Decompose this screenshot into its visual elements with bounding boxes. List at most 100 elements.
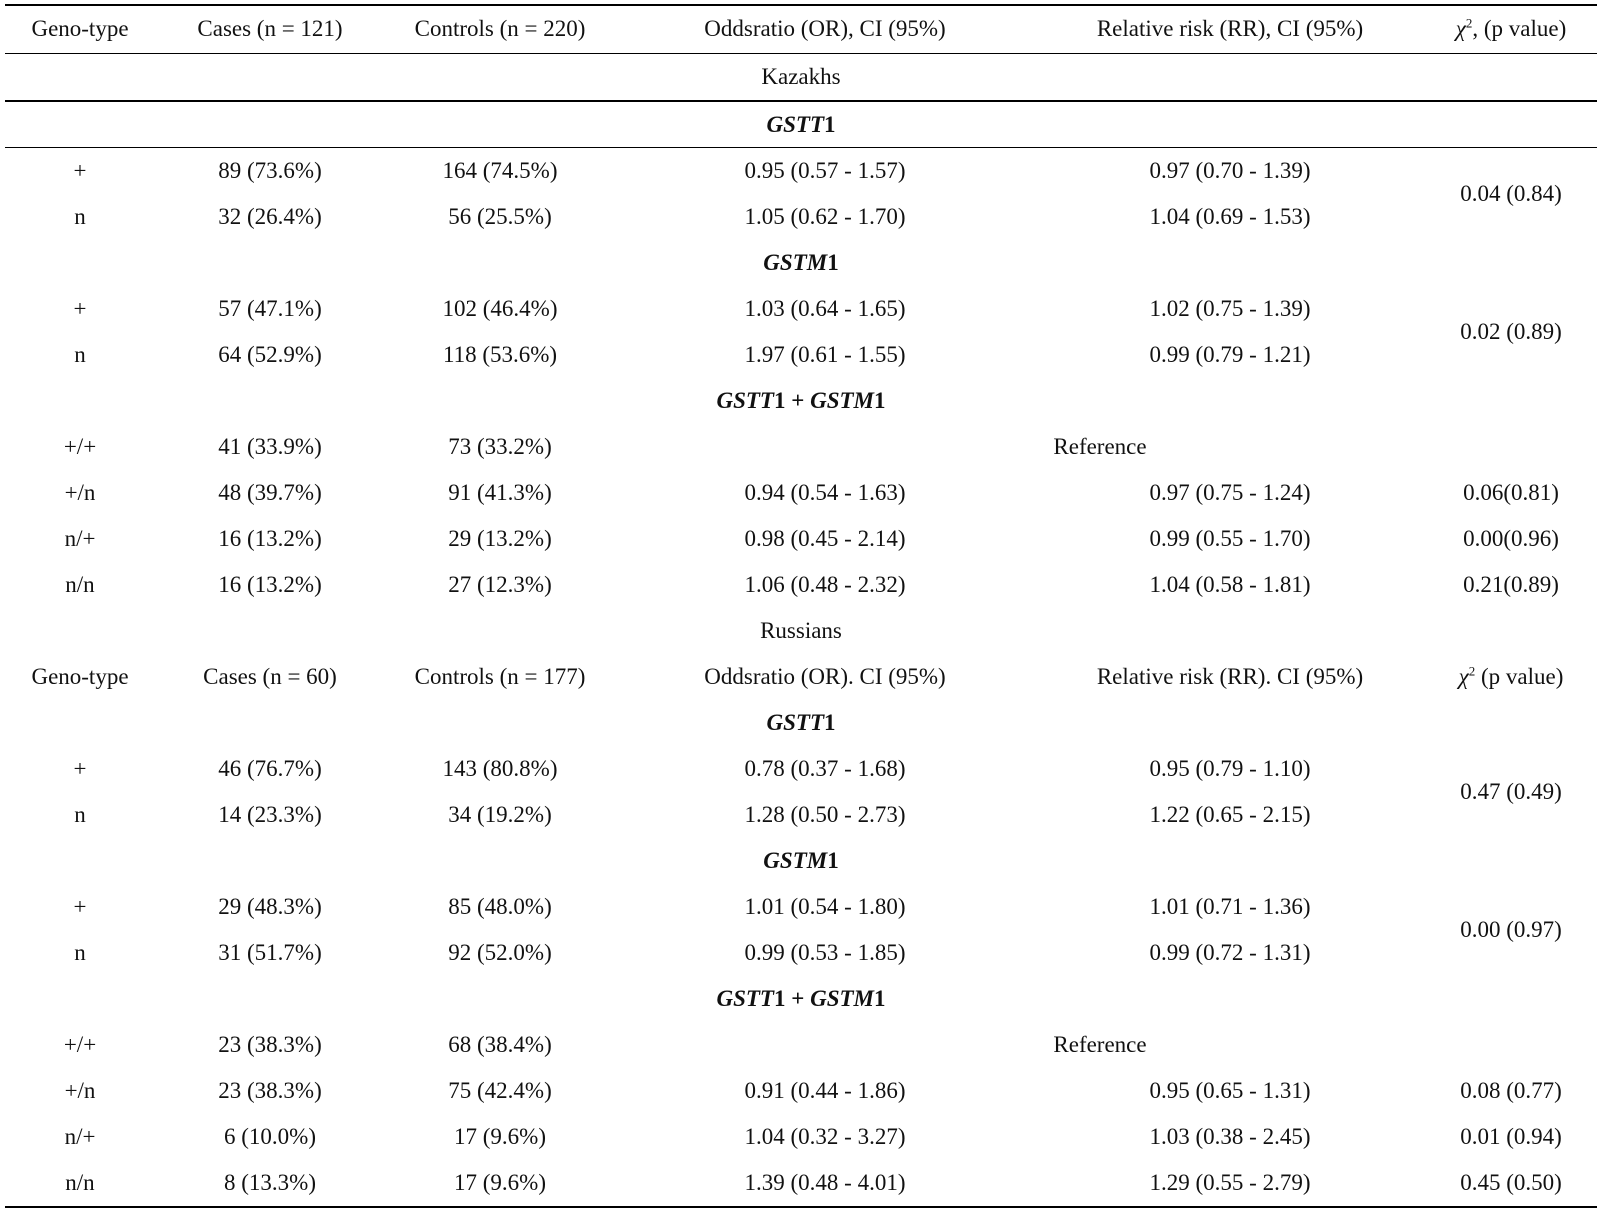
controls-cell: 143 (80.8%) [442,756,558,781]
genotype-cell: n [74,342,86,367]
genotype-cell: +/n [64,1078,96,1103]
cases-cell: 29 (48.3%) [218,894,322,919]
or-cell: 0.99 (0.53 - 1.85) [744,940,906,965]
population-row-russians: Russians [5,608,1597,654]
rr-cell: 0.97 (0.75 - 1.24) [1149,480,1311,505]
rr-cell: 0.95 (0.79 - 1.10) [1149,756,1311,781]
table-row: n 64 (52.9%) 118 (53.6%) 1.97 (0.61 - 1.… [5,332,1597,378]
col-controls-header: Controls (n = 220) [414,16,586,41]
col-genotype-header: Geno-type [31,664,129,689]
gene-title-gstt1: GSTT1 [766,710,836,735]
gene-section-title: GSTT1 [5,102,1597,148]
or-cell: 1.39 (0.48 - 4.01) [744,1170,906,1195]
gene-title-combo: GSTT1 + GSTM1 [716,388,886,413]
controls-cell: 91 (41.3%) [448,480,552,505]
controls-cell: 56 (25.5%) [448,204,552,229]
gene-section-title: GSTT1 + GSTM1 [5,976,1597,1022]
rr-cell: 1.04 (0.69 - 1.53) [1149,204,1311,229]
chi-header-rest: (p value) [1475,664,1564,689]
col-or-header: Oddsratio (OR). CI (95%) [704,664,946,689]
table-row: n 14 (23.3%) 34 (19.2%) 1.28 (0.50 - 2.7… [5,792,1597,838]
col-cases-header: Cases (n = 121) [197,16,343,41]
reference-label: Reference [1053,434,1147,459]
or-cell: 1.01 (0.54 - 1.80) [744,894,906,919]
genotype-cell: n [74,802,86,827]
genotype-cell: + [73,158,87,183]
reference-label: Reference [1053,1032,1147,1057]
controls-cell: 102 (46.4%) [442,296,558,321]
genotype-cell: n/+ [64,526,96,551]
controls-cell: 118 (53.6%) [442,342,558,367]
table-row: +/+ 41 (33.9%) 73 (33.2%) Reference [5,424,1597,470]
controls-cell: 73 (33.2%) [448,434,552,459]
rr-cell: 1.03 (0.38 - 2.45) [1149,1124,1311,1149]
controls-cell: 34 (19.2%) [448,802,552,827]
table-row: +/+ 23 (38.3%) 68 (38.4%) Reference [5,1022,1597,1068]
controls-cell: 164 (74.5%) [442,158,558,183]
cases-cell: 64 (52.9%) [218,342,322,367]
chi-symbol: χ [1458,664,1469,689]
gene-rule [5,147,1597,148]
rr-cell: 1.01 (0.71 - 1.36) [1149,894,1311,919]
cases-cell: 46 (76.7%) [218,756,322,781]
table-row: + 29 (48.3%) 85 (48.0%) 1.01 (0.54 - 1.8… [5,884,1597,930]
genotype-cell: n [74,940,86,965]
genotype-cell: n/+ [64,1124,96,1149]
chi-cell: 0.02 (0.89) [1460,319,1562,344]
gene-title-gstm1: GSTM1 [763,848,839,873]
cases-cell: 31 (51.7%) [218,940,322,965]
col-cases-header: Cases (n = 60) [203,664,337,689]
table-row: n 32 (26.4%) 56 (25.5%) 1.05 (0.62 - 1.7… [5,194,1597,240]
controls-cell: 92 (52.0%) [448,940,552,965]
controls-cell: 85 (48.0%) [448,894,552,919]
genotype-cell: n/n [65,572,95,597]
bottom-rule [5,1206,1597,1208]
cases-cell: 8 (13.3%) [224,1170,316,1195]
table-row: n 31 (51.7%) 92 (52.0%) 0.99 (0.53 - 1.8… [5,930,1597,976]
chi-cell: 0.00(0.96) [1463,526,1559,551]
controls-cell: 17 (9.6%) [454,1124,546,1149]
controls-cell: 75 (42.4%) [448,1078,552,1103]
gene-title-combo: GSTT1 + GSTM1 [716,986,886,1011]
genotype-cell: + [73,894,87,919]
rr-cell: 0.99 (0.79 - 1.21) [1149,342,1311,367]
rr-cell: 1.22 (0.65 - 2.15) [1149,802,1311,827]
or-cell: 1.05 (0.62 - 1.70) [744,204,906,229]
chi-cell: 0.00 (0.97) [1460,917,1562,942]
or-cell: 0.78 (0.37 - 1.68) [744,756,906,781]
genotype-cell: + [73,296,87,321]
population-label: Russians [760,618,842,643]
controls-cell: 27 (12.3%) [448,572,552,597]
cases-cell: 57 (47.1%) [218,296,322,321]
chi-cell: 0.47 (0.49) [1460,779,1562,804]
gene-section-title: GSTT1 [5,700,1597,746]
table-row: n/n 16 (13.2%) 27 (12.3%) 1.06 (0.48 - 2… [5,562,1597,608]
gene-title-gstm1: GSTM1 [763,250,839,275]
top-rule [5,4,1597,6]
cases-cell: 6 (10.0%) [224,1124,316,1149]
table-row: +/n 48 (39.7%) 91 (41.3%) 0.94 (0.54 - 1… [5,470,1597,516]
cases-cell: 41 (33.9%) [218,434,322,459]
cases-cell: 23 (38.3%) [218,1078,322,1103]
gene-title-gstt1: GSTT1 [766,112,836,137]
cases-cell: 89 (73.6%) [218,158,322,183]
table-header-row: Geno-type Cases (n = 60) Controls (n = 1… [5,654,1597,700]
col-rr-header: Relative risk (RR), CI (95%) [1096,16,1364,41]
chi-symbol: χ [1455,16,1466,41]
or-cell: 0.91 (0.44 - 1.86) [744,1078,906,1103]
chi-cell: 0.21(0.89) [1463,572,1559,597]
gene-section-title: GSTT1 + GSTM1 [5,378,1597,424]
rr-cell: 1.29 (0.55 - 2.79) [1149,1170,1311,1195]
cases-cell: 16 (13.2%) [218,526,322,551]
or-cell: 0.94 (0.54 - 1.63) [744,480,906,505]
or-cell: 0.95 (0.57 - 1.57) [744,158,906,183]
controls-cell: 68 (38.4%) [448,1032,552,1057]
header-rule [5,53,1597,54]
chi-superscript: 2 [1468,663,1476,679]
cases-cell: 23 (38.3%) [218,1032,322,1057]
cases-cell: 48 (39.7%) [218,480,322,505]
table-row: + 89 (73.6%) 164 (74.5%) 0.95 (0.57 - 1.… [5,148,1597,194]
chi-superscript: 2 [1465,15,1473,31]
or-cell: 1.97 (0.61 - 1.55) [744,342,906,367]
chi-cell: 0.06(0.81) [1463,480,1559,505]
